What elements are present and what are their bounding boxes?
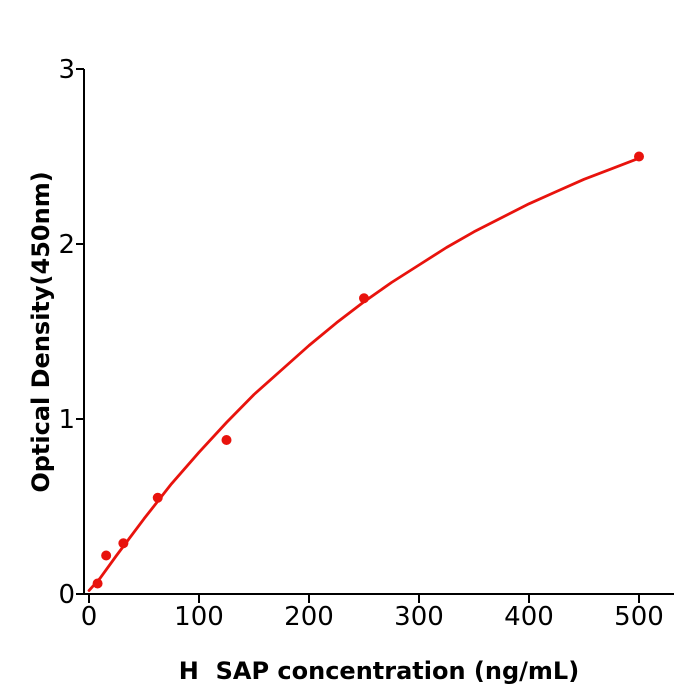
fit-curve [87, 156, 641, 592]
data-point [359, 293, 369, 304]
y-tick-label: 0 [58, 580, 75, 610]
y-tick-label: 2 [58, 230, 75, 260]
x-tick-label: 100 [174, 602, 224, 632]
x-tick-label: 200 [284, 602, 334, 632]
data-point [101, 550, 112, 561]
data-point [634, 151, 644, 162]
x-tick-label: 300 [394, 602, 444, 632]
data-point [221, 435, 232, 445]
data-point [152, 492, 163, 503]
data-point [92, 578, 103, 589]
x-tick-label: 0 [81, 602, 98, 632]
y-tick-label: 3 [58, 55, 75, 85]
data-point [118, 538, 129, 549]
axes: 0 100 200 300 400 500 0 1 2 3 [58, 55, 674, 632]
y-axis-title: Optical Density(450nm) [27, 171, 55, 492]
y-tick-label: 1 [58, 405, 75, 435]
x-axis-title: H SAP concentration (ng/mL) [179, 657, 579, 685]
x-tick-label: 500 [614, 602, 664, 632]
plot-series [87, 151, 644, 592]
x-tick-label: 400 [504, 602, 554, 632]
